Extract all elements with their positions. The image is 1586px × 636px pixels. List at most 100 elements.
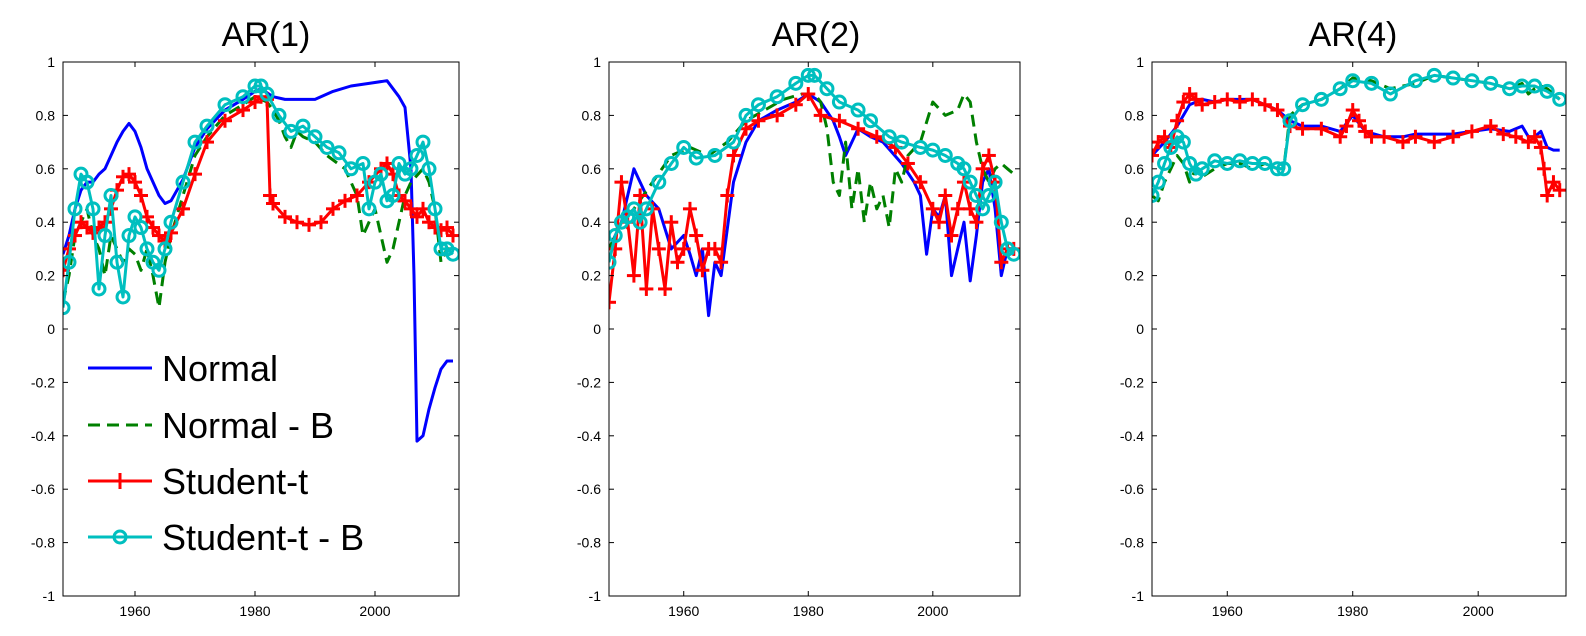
x-tick-label: 1980 <box>1337 603 1368 619</box>
circle-marker <box>688 150 704 166</box>
circle-marker <box>975 201 991 217</box>
plus-marker <box>614 175 629 190</box>
y-tick-label: -0.4 <box>577 428 601 444</box>
circle-marker <box>343 161 359 177</box>
circle-marker-icon <box>112 529 128 545</box>
y-tick-label: -0.6 <box>577 481 601 497</box>
axis-ticks: -1 -0.8 -0.6 -0.4 -0.2 0 0.2 0.4 0.6 0.8 1 1960 1980… <box>1120 54 1566 619</box>
plus-marker <box>1207 95 1222 110</box>
series-student-t <box>1152 87 1566 203</box>
circle-marker <box>199 118 215 134</box>
circle-marker <box>259 86 275 102</box>
plus-marker <box>122 167 136 182</box>
series-line <box>609 92 1015 250</box>
plus-marker-icon <box>112 473 128 489</box>
circle-marker <box>427 201 443 217</box>
plus-marker <box>338 193 352 208</box>
circle-marker <box>881 129 897 145</box>
circle-marker <box>850 102 866 118</box>
plus-marker <box>128 175 142 190</box>
axis-ticks: -1 -0.8 -0.6 -0.4 -0.2 0 0.2 0.4 0.6 0.8 1 1960 1980… <box>577 54 1020 619</box>
series-normal <box>609 92 1014 318</box>
plus-marker <box>670 255 685 270</box>
plus-marker <box>695 263 710 278</box>
plot-area <box>63 78 459 443</box>
circle-marker <box>676 139 692 155</box>
legend-item: Normal <box>88 348 278 389</box>
y-tick-label: 0.2 <box>1125 268 1145 284</box>
plus-marker <box>1220 92 1235 107</box>
y-tick-label: -1 <box>589 588 602 604</box>
circle-marker <box>993 214 1009 230</box>
series-line <box>1152 97 1560 157</box>
plus-marker <box>1533 140 1548 155</box>
circle-marker <box>1175 134 1191 150</box>
plus-marker <box>981 148 996 163</box>
circle-marker <box>1157 155 1173 171</box>
plus-marker <box>1508 129 1523 144</box>
circle-marker <box>403 161 419 177</box>
y-tick-label: 1 <box>1136 54 1144 70</box>
circle-marker <box>819 81 835 97</box>
plus-marker <box>714 255 729 270</box>
plus-marker <box>1152 148 1159 163</box>
circle-marker <box>1257 155 1273 171</box>
circle-marker <box>217 97 233 113</box>
circle-marker <box>97 228 113 244</box>
circle-marker <box>1552 91 1566 107</box>
circle-marker <box>355 155 371 171</box>
circle-marker <box>385 188 401 203</box>
plus-marker <box>176 201 190 216</box>
circle-marker <box>247 78 263 94</box>
series-student-t <box>63 89 459 278</box>
plus-marker <box>1377 129 1392 144</box>
plus-marker <box>1176 95 1191 110</box>
circle-marker <box>85 201 101 217</box>
plus-marker <box>1537 161 1552 176</box>
plus-marker <box>726 148 741 163</box>
plus-marker <box>994 255 1009 270</box>
plus-marker <box>1483 119 1498 134</box>
legend-label: Normal - B <box>162 405 334 446</box>
circle-marker <box>1445 70 1461 86</box>
circle-marker <box>609 254 617 270</box>
legend: Normal Normal - B Student-t Student-t - … <box>88 348 364 558</box>
axes-frame <box>608 61 1021 597</box>
circle-marker <box>707 147 723 163</box>
plus-marker <box>1496 127 1511 142</box>
plus-marker <box>302 217 316 232</box>
circle-marker <box>115 289 131 305</box>
circle-marker <box>421 161 437 177</box>
y-tick-label: -0.2 <box>1120 374 1144 390</box>
plus-marker <box>1427 135 1442 150</box>
y-tick-label: 0 <box>593 321 601 337</box>
x-tick-label: 1980 <box>793 603 824 619</box>
plus-marker <box>1552 183 1566 198</box>
plus-marker <box>1339 119 1354 134</box>
plot-area <box>609 67 1020 318</box>
circle-marker <box>133 220 149 236</box>
plus-marker <box>720 188 735 203</box>
circle-marker <box>1182 155 1198 171</box>
circle-marker <box>632 214 648 230</box>
plus-marker <box>326 201 340 216</box>
circle-marker <box>295 118 311 134</box>
y-tick-label: -0.4 <box>1120 428 1144 444</box>
plus-marker <box>969 215 984 230</box>
plus-marker <box>446 228 459 243</box>
circle-marker <box>1313 91 1329 107</box>
circle-marker <box>187 134 203 150</box>
circle-marker <box>307 129 323 145</box>
plus-marker <box>1446 129 1461 144</box>
plot-area <box>1152 67 1566 203</box>
y-tick-label: 0.4 <box>1125 214 1145 230</box>
circle-marker <box>1295 97 1311 113</box>
circle-marker <box>1163 139 1179 155</box>
y-tick-label: 0.4 <box>582 214 602 230</box>
plus-marker <box>1546 175 1561 190</box>
plus-marker <box>278 209 292 224</box>
series-normal <box>63 79 453 443</box>
circle-marker <box>1282 113 1298 129</box>
x-tick-label: 2000 <box>1463 603 1494 619</box>
circle-marker <box>1152 188 1160 203</box>
